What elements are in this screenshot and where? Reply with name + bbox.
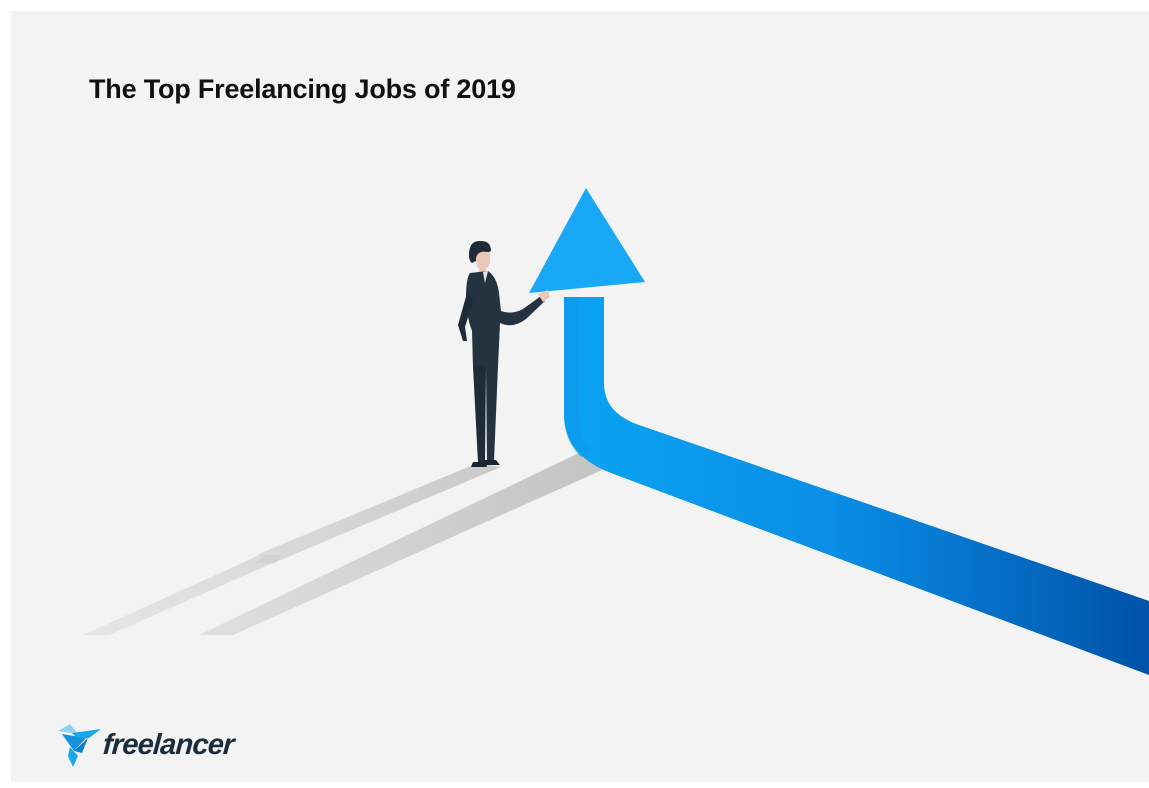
- rising-arrow-icon: [529, 188, 1149, 675]
- hero-panel: The Top Freelancing Jobs of 2019: [11, 11, 1149, 782]
- freelancer-wordmark: freelancer: [102, 731, 235, 760]
- freelancer-logo[interactable]: freelancer: [56, 721, 234, 769]
- rising-arrow-illustration: [11, 11, 1149, 782]
- businessman-figure: [458, 241, 550, 467]
- ground-shadow: [83, 444, 611, 635]
- freelancer-bird-logo-icon: [56, 721, 102, 769]
